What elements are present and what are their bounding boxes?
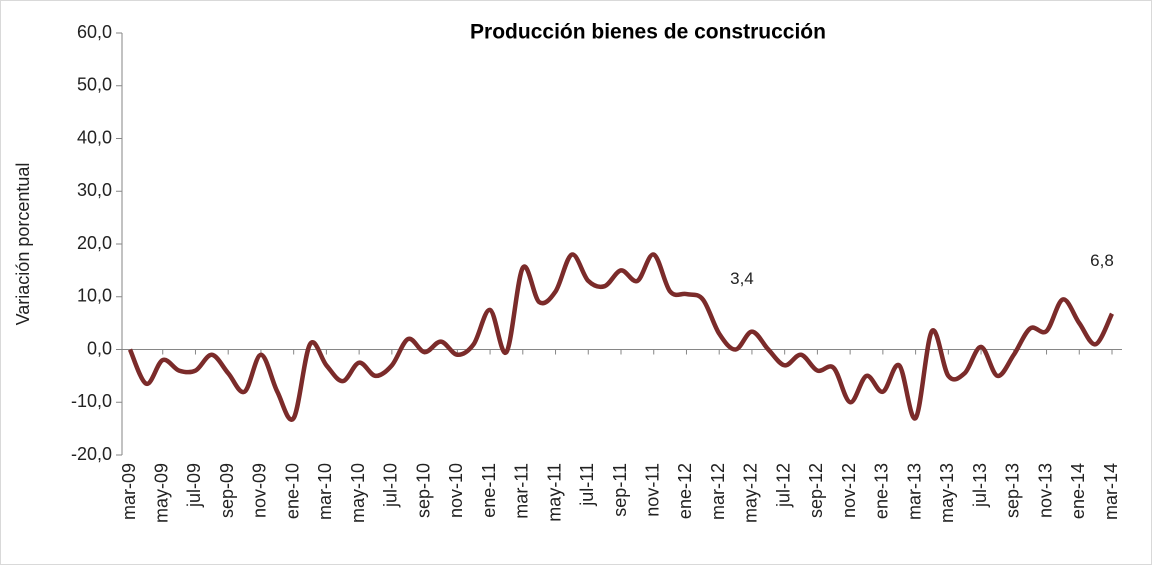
chart-title: Producción bienes de construcción: [470, 21, 826, 44]
x-tick-label: mar-10: [315, 463, 335, 520]
x-tick-label: may-11: [544, 463, 564, 522]
data-label: 6,8: [1090, 251, 1114, 270]
y-tick-label: -10,0: [71, 391, 112, 411]
x-tick-label: mar-09: [119, 463, 139, 520]
x-tick-label: jul-09: [184, 463, 204, 508]
x-tick-label: sep-13: [1003, 463, 1023, 518]
y-tick-label: 40,0: [77, 127, 112, 147]
x-tick-label: mar-14: [1101, 463, 1121, 520]
x-tick-label: ene-13: [872, 463, 892, 519]
y-tick-label: 30,0: [77, 180, 112, 200]
x-tick-label: ene-10: [282, 463, 302, 519]
x-tick-label: nov-11: [642, 463, 662, 517]
y-tick-label: 50,0: [77, 75, 112, 95]
y-tick-label: 60,0: [77, 22, 112, 42]
y-tick-label: -20,0: [71, 444, 112, 464]
x-tick-label: may-09: [151, 463, 171, 523]
x-tick-label: may-13: [937, 463, 957, 523]
y-tick-label: 0,0: [87, 338, 112, 358]
x-tick-label: sep-10: [413, 463, 433, 518]
y-tick-label: 10,0: [77, 286, 112, 306]
x-tick-label: ene-12: [675, 463, 695, 519]
x-tick-label: nov-09: [250, 463, 270, 518]
x-tick-label: jul-11: [577, 463, 597, 507]
x-tick-label: mar-12: [708, 463, 728, 520]
x-tick-label: nov-10: [446, 463, 466, 518]
x-tick-label: nov-13: [1035, 463, 1055, 518]
y-tick-label: 20,0: [77, 233, 112, 253]
data-label: 3,4: [730, 269, 754, 288]
x-tick-label: sep-12: [806, 463, 826, 518]
x-tick-label: sep-09: [217, 463, 237, 518]
x-tick-label: ene-11: [479, 463, 499, 518]
x-tick-label: jul-10: [381, 463, 401, 508]
x-tick-label: may-12: [741, 463, 761, 523]
x-tick-label: jul-12: [773, 463, 793, 508]
x-tick-label: mar-11: [512, 463, 532, 519]
x-tick-label: sep-11: [610, 463, 630, 517]
x-tick-label: nov-12: [839, 463, 859, 518]
y-axis-title: Variación porcentual: [13, 163, 33, 326]
x-tick-label: jul-13: [970, 463, 990, 508]
line: [127, 252, 1115, 422]
x-tick-label: mar-13: [904, 463, 924, 520]
x-tick-label: may-10: [348, 463, 368, 523]
x-tick-label: ene-14: [1068, 463, 1088, 519]
